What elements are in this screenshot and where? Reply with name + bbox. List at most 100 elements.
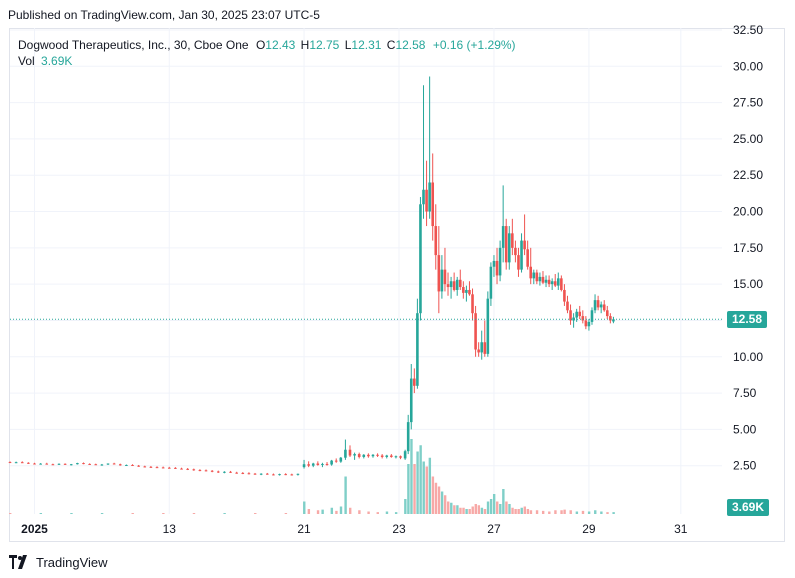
candle-body [216,471,220,473]
candle-body [501,226,505,248]
published-caption: Published on TradingView.com, Jan 30, 20… [8,8,320,22]
volume-bar [459,507,462,514]
volume-bar [425,466,428,514]
candle-body [596,300,600,308]
volume-bar [307,509,311,514]
candle-body [556,278,560,286]
candle-body [296,473,300,475]
candle-body [192,469,196,471]
candle-body [458,279,462,288]
candle-body [210,470,214,472]
volume-bar [349,507,352,514]
volume-bar [376,512,379,514]
volume-bar [502,489,505,514]
volume-bar [131,513,134,514]
last-price-badge: 12.58 [727,311,768,328]
candle-body [587,321,591,327]
volume-bar [483,509,487,514]
x-tick-label: 27 [487,522,501,536]
volume-label: Vol [18,54,35,68]
y-tick-label: 25.00 [733,132,763,146]
volume-bar [39,513,43,514]
candle-body [403,451,407,459]
candle-body [609,316,612,321]
volume-bar [600,511,603,514]
candle-body [526,249,529,267]
footer: TradingView [9,552,108,572]
candle-body [325,463,329,465]
candle-body [492,260,496,267]
candle-body [465,289,468,293]
candle-body [88,463,91,465]
candle-body [253,473,257,475]
candle-body [563,289,566,302]
candle-body [446,284,450,288]
candle-body [419,204,422,314]
open-label: O [255,38,266,52]
candle-body [431,182,435,227]
candle-body [167,467,171,469]
candle-body [362,454,366,457]
y-tick-label: 7.50 [733,386,757,400]
candle-body [612,319,615,322]
volume-bar [223,513,226,514]
candle-body [330,460,333,465]
candle-body [517,255,520,270]
candle-body [449,281,453,288]
candle-body [590,310,594,322]
candle-body [593,300,597,311]
candle-body [413,378,416,386]
candle-body [307,464,310,466]
candle-body [316,463,320,465]
volume-bar [358,510,361,514]
candle-body [106,463,110,465]
volume-bar [489,499,493,514]
x-tick-label: 2025 [21,522,48,536]
candle-body [538,276,542,282]
y-tick-label: 10.00 [733,350,763,364]
volume-bar [413,464,416,514]
y-tick-label: 5.00 [733,422,757,436]
candle-body [311,463,315,466]
candle-body [229,471,232,473]
candle-body [477,349,480,353]
close-value: 12.58 [395,38,426,52]
candle-body [425,189,428,212]
volume-bar [100,513,104,514]
volume-bar [192,513,196,514]
volume-bar [316,510,320,514]
candle-body [443,269,447,285]
candle-body [498,247,502,276]
volume-bar [70,513,73,514]
chart-frame[interactable] [9,28,785,542]
candle-body [385,455,389,457]
legend-row-volume: Vol 3.69K [18,53,516,69]
volume-bar [563,509,566,514]
candle-body [186,468,189,470]
candle-body [486,298,490,354]
candle-body [605,310,609,317]
candle-body [290,474,294,476]
candle-body [235,472,238,474]
volume-bar [465,509,468,514]
x-tick-label: 13 [163,522,177,536]
volume-bar [394,512,398,514]
candle-body [471,294,474,314]
candle-body [483,342,487,354]
y-tick-label: 17.50 [733,241,763,255]
candle-body [495,260,499,276]
candle-body [514,247,517,256]
volume-bar [440,491,444,514]
volume-bar [492,494,496,514]
volume-bar [541,510,545,514]
volume-bar [480,507,484,514]
candle-body [480,342,484,353]
candle-body [353,454,356,456]
candle-body [511,233,514,248]
volume-bar [434,482,438,514]
volume-bar [520,507,523,514]
candle-body [100,464,104,466]
high-label: H [300,38,310,52]
y-tick-label: 20.00 [733,205,763,219]
